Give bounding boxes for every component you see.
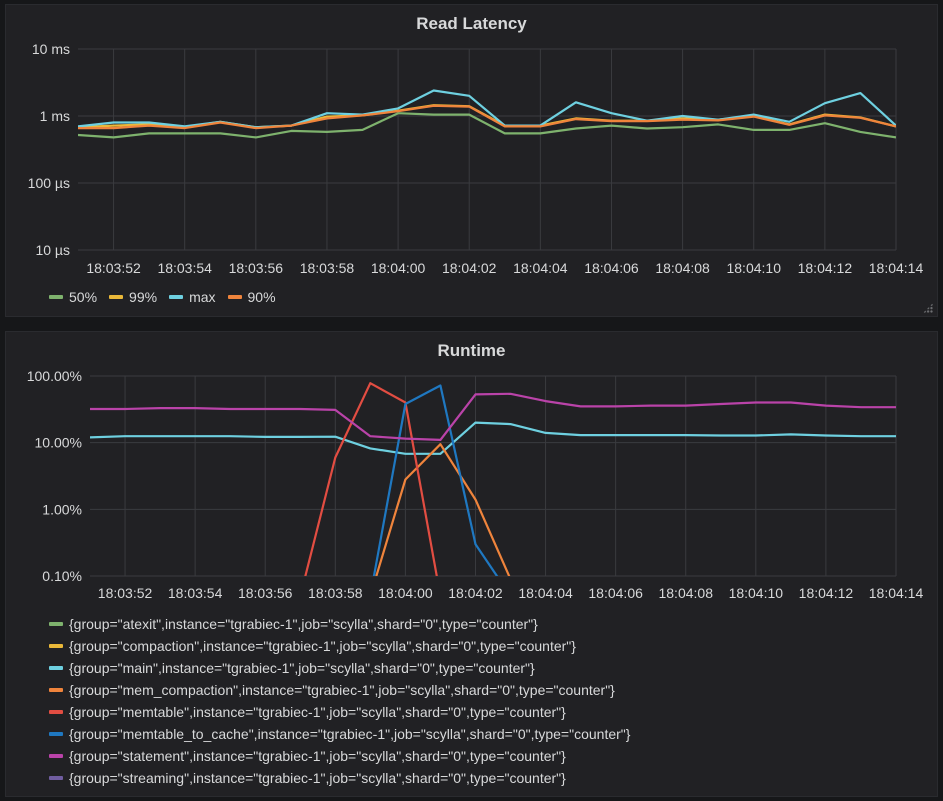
legend-swatch-icon <box>49 710 63 715</box>
x-tick-label: 18:03:54 <box>168 585 223 601</box>
x-tick-label: 18:04:04 <box>513 260 568 276</box>
legend-label: 50% <box>69 289 98 305</box>
x-tick-label: 18:04:10 <box>729 585 784 601</box>
x-tick-label: 18:03:54 <box>157 260 212 276</box>
x-tick-label: 18:04:08 <box>655 260 710 276</box>
y-tick-label: 10.00% <box>35 435 82 451</box>
legend-item[interactable]: {group="streaming",instance="tgrabiec-1"… <box>49 767 630 789</box>
legend-item[interactable]: 50% <box>49 289 97 305</box>
legend-item[interactable]: 90% <box>227 289 276 305</box>
legend-label: {group="memtable_to_cache",instance="tgr… <box>69 726 631 742</box>
legend-label: 99% <box>129 289 158 305</box>
legend-item[interactable]: {group="memtable_to_cache",instance="tgr… <box>49 723 630 745</box>
x-tick-label: 18:04:04 <box>518 585 573 601</box>
series-line[interactable] <box>78 112 896 139</box>
x-tick-label: 18:04:02 <box>442 260 497 276</box>
series-line[interactable] <box>90 421 896 455</box>
y-tick-label: 100 µs <box>28 175 70 191</box>
x-tick-label: 18:04:08 <box>658 585 713 601</box>
series-line[interactable] <box>78 104 896 130</box>
legend-label: {group="statement",instance="tgrabiec-1"… <box>69 748 566 764</box>
x-tick-label: 18:04:00 <box>378 585 433 601</box>
series-line[interactable] <box>300 382 440 596</box>
y-tick-label: 1 ms <box>40 108 70 124</box>
panel-title[interactable]: Runtime <box>437 341 506 360</box>
x-tick-label: 18:03:52 <box>98 585 153 601</box>
x-tick-label: 18:03:56 <box>229 260 284 276</box>
legend-item[interactable]: {group="statement",instance="tgrabiec-1"… <box>49 745 630 767</box>
runtime-legend: {group="atexit",instance="tgrabiec-1",jo… <box>49 613 630 789</box>
legend-swatch-icon <box>227 295 242 300</box>
x-tick-label: 18:04:06 <box>588 585 643 601</box>
read-latency-panel: Read Latency 10 µs 100 µs 1 ms 10 ms 18:03:5… <box>5 4 938 317</box>
legend-label: {group="streaming",instance="tgrabiec-1"… <box>69 770 566 786</box>
x-tick-label: 18:04:14 <box>869 260 924 276</box>
legend-label: {group="mem_compaction",instance="tgrabi… <box>69 682 615 698</box>
legend-swatch-icon <box>49 622 63 627</box>
legend-swatch-icon <box>49 754 63 759</box>
runtime-chart: 0.10% 1.00% 10.00% 100.00% 18:03:52 18:03:54 1… <box>27 368 924 601</box>
legend-swatch-icon <box>109 295 124 300</box>
legend-swatch-icon <box>49 666 63 671</box>
legend-item[interactable]: {group="atexit",instance="tgrabiec-1",jo… <box>49 613 630 635</box>
x-tick-label: 18:04:12 <box>798 260 853 276</box>
legend-swatch-icon <box>49 732 63 737</box>
legend-swatch-icon <box>49 644 63 649</box>
legend-label: {group="compaction",instance="tgrabiec-1… <box>69 638 576 654</box>
legend-item[interactable]: {group="main",instance="tgrabiec-1",job=… <box>49 657 630 679</box>
legend-item[interactable]: max <box>169 289 216 305</box>
legend-label: {group="memtable",instance="tgrabiec-1",… <box>69 704 566 720</box>
read-latency-legend: 50% 99% max 90% <box>49 289 288 305</box>
x-tick-label: 18:04:06 <box>584 260 639 276</box>
x-tick-label: 18:04:00 <box>371 260 426 276</box>
legend-item[interactable]: 99% <box>109 289 157 305</box>
legend-label: {group="atexit",instance="tgrabiec-1",jo… <box>69 616 538 632</box>
y-tick-label: 1.00% <box>42 501 82 517</box>
legend-item[interactable]: {group="compaction",instance="tgrabiec-1… <box>49 635 630 657</box>
y-tick-label: 10 ms <box>32 41 70 57</box>
x-tick-label: 18:03:58 <box>308 585 363 601</box>
resize-handle-icon[interactable] <box>923 303 933 313</box>
x-tick-label: 18:04:14 <box>869 585 924 601</box>
legend-item[interactable]: {group="mem_compaction",instance="tgrabi… <box>49 679 630 701</box>
runtime-panel: Runtime 0.10% 1.00% 10.00% 100.00% 18:03:52 1… <box>5 331 938 797</box>
x-tick-label: 18:04:12 <box>799 585 854 601</box>
legend-swatch-icon <box>49 776 63 781</box>
series-line[interactable] <box>90 392 896 441</box>
legend-label: 90% <box>247 289 276 305</box>
read-latency-chart: 10 µs 100 µs 1 ms 10 ms 18:03:52 18:03:54 18:0… <box>28 41 924 276</box>
series-line[interactable] <box>370 443 511 596</box>
y-tick-label: 0.10% <box>42 568 82 584</box>
x-tick-label: 18:04:10 <box>726 260 781 276</box>
panel-title[interactable]: Read Latency <box>416 14 527 33</box>
legend-item[interactable]: {group="memtable",instance="tgrabiec-1",… <box>49 701 630 723</box>
y-tick-label: 100.00% <box>27 368 82 384</box>
legend-swatch-icon <box>169 295 184 300</box>
series-line[interactable] <box>370 384 510 597</box>
x-tick-label: 18:04:02 <box>448 585 503 601</box>
legend-swatch-icon <box>49 688 63 693</box>
y-tick-label: 10 µs <box>35 242 70 258</box>
legend-swatch-icon <box>49 295 63 300</box>
x-tick-label: 18:03:52 <box>86 260 141 276</box>
legend-label: max <box>189 289 216 305</box>
x-tick-label: 18:03:56 <box>238 585 293 601</box>
legend-label: {group="main",instance="tgrabiec-1",job=… <box>69 660 535 676</box>
x-tick-label: 18:03:58 <box>300 260 355 276</box>
